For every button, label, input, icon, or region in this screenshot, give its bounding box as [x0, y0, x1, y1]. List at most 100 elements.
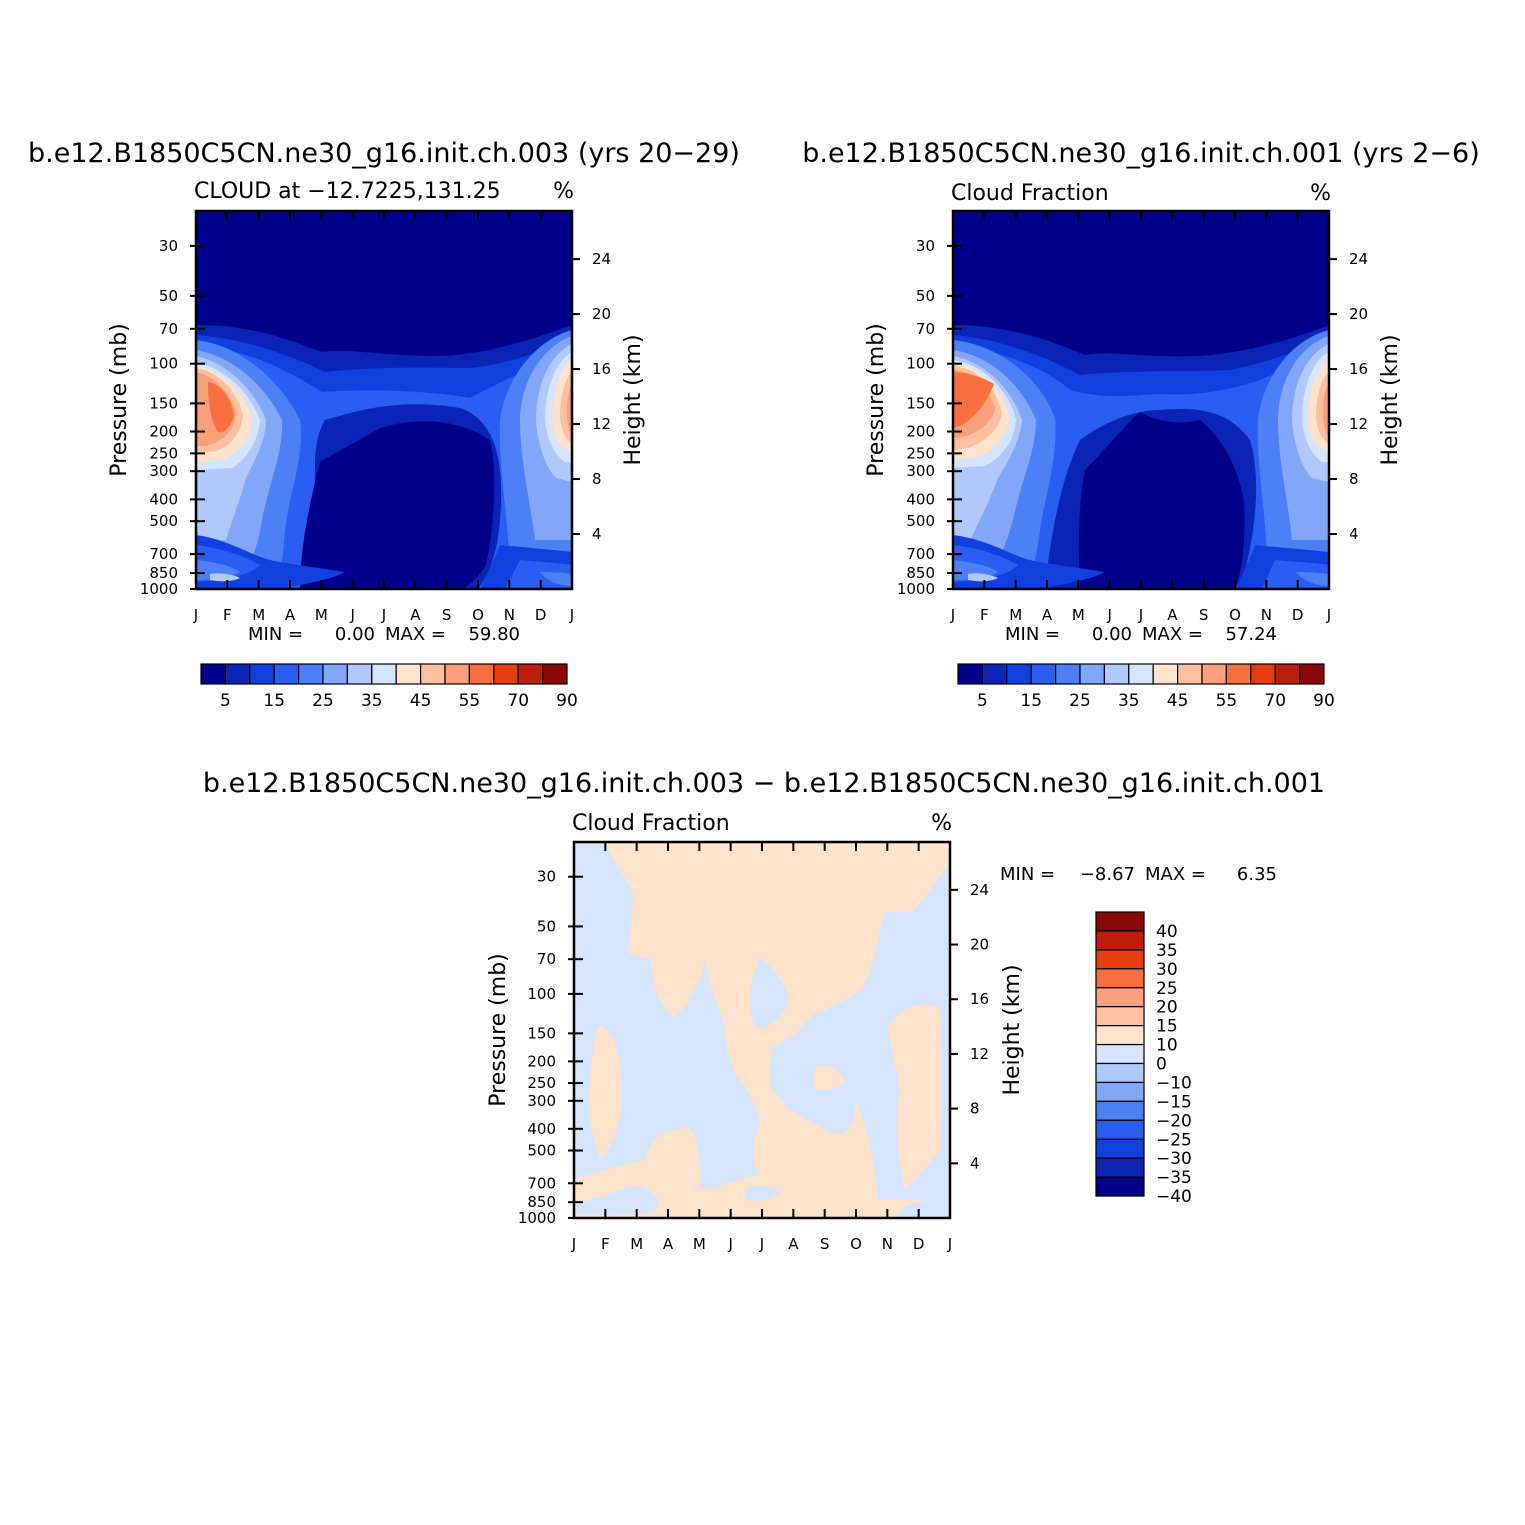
- x-tick-label: J: [1138, 606, 1143, 624]
- panel-a-field: [196, 211, 572, 589]
- colorbar-swatch: [273, 663, 300, 685]
- x-tick-label: J: [349, 606, 354, 624]
- x-tick-label: S: [442, 606, 452, 624]
- colorbar-label: −30: [1156, 1149, 1192, 1169]
- y-tick-label: 30: [916, 237, 935, 255]
- panel-a-min-label: MIN =: [248, 624, 303, 645]
- x-tick-label: S: [820, 1235, 830, 1253]
- colorbar-swatch: [1176, 663, 1203, 685]
- x-tick-label: M: [1009, 606, 1022, 624]
- x-tick-label: J: [193, 606, 198, 624]
- panel-b-title: b.e12.B1850C5CN.ne30_g16.init.ch.001 (yr…: [802, 138, 1480, 169]
- y2-tick-label: 16: [1349, 360, 1368, 378]
- x-tick-label: S: [1199, 606, 1209, 624]
- panel-c-title: b.e12.B1850C5CN.ne30_g16.init.ch.003 − b…: [203, 768, 1325, 799]
- x-tick-label: O: [472, 606, 484, 624]
- panel-b-ylabel: Pressure (mb): [864, 323, 889, 477]
- x-tick-label: D: [913, 1235, 925, 1253]
- x-tick-label: N: [504, 606, 515, 624]
- colorbar-swatch: [1095, 1043, 1145, 1065]
- panel-c-max-value: 6.35: [1237, 864, 1277, 885]
- y-tick-label: 250: [149, 444, 178, 462]
- colorbar-label: 45: [410, 691, 432, 711]
- y-tick-label: 150: [906, 394, 935, 412]
- y-tick-label: 700: [149, 545, 178, 563]
- panel-a-max-label: MAX =: [385, 624, 446, 645]
- panel-c-left-label: Cloud Fraction: [572, 811, 730, 836]
- y-tick-label: 200: [527, 1052, 556, 1070]
- y2-tick-label: 4: [1349, 525, 1359, 543]
- panel-b-max-label: MAX =: [1142, 624, 1203, 645]
- panel-a-y2label: Height (km): [621, 334, 646, 465]
- x-tick-label: J: [381, 606, 386, 624]
- x-tick-label: O: [850, 1235, 862, 1253]
- colorbar-swatch: [1095, 1081, 1145, 1102]
- y-tick-label: 500: [527, 1142, 556, 1160]
- x-tick-label: A: [410, 606, 421, 624]
- x-tick-label: J: [727, 1235, 732, 1253]
- y-tick-label: 150: [527, 1024, 556, 1042]
- colorbar-label: 90: [556, 691, 578, 711]
- y-tick-label: 700: [906, 545, 935, 563]
- y-tick-label: 200: [149, 423, 178, 441]
- y-tick-label: 300: [906, 462, 935, 480]
- y-tick-label: 50: [537, 917, 556, 935]
- y-tick-label: 500: [149, 512, 178, 530]
- colorbar-swatch: [1298, 663, 1325, 685]
- colorbar-label: −25: [1156, 1130, 1192, 1150]
- y2-tick-label: 4: [592, 525, 602, 543]
- panel-b: b.e12.B1850C5CN.ne30_g16.init.ch.001 (yr…: [802, 138, 1480, 711]
- y-tick-label: 300: [149, 462, 178, 480]
- panel-c-min-label: MIN =: [1000, 864, 1055, 885]
- y-tick-label: 70: [916, 320, 935, 338]
- colorbar-label: 10: [1156, 1036, 1178, 1056]
- y2-tick-label: 20: [970, 936, 989, 954]
- y-tick-label: 100: [906, 355, 935, 373]
- panel-a-ylabel: Pressure (mb): [107, 323, 132, 477]
- colorbar-swatch: [1054, 663, 1081, 685]
- y-tick-label: 850: [527, 1193, 556, 1211]
- y-tick-label: 30: [537, 868, 556, 886]
- colorbar-swatch: [444, 663, 470, 685]
- colorbar-swatch: [981, 663, 1008, 685]
- colorbar-label: 55: [1216, 691, 1238, 711]
- x-tick-label: J: [569, 606, 574, 624]
- colorbar-swatch: [395, 663, 422, 685]
- colorbar-swatch: [468, 663, 495, 685]
- colorbar-swatch: [1095, 1157, 1145, 1178]
- colorbar-swatch: [371, 663, 397, 685]
- y2-tick-label: 12: [592, 415, 611, 433]
- colorbar-swatch: [249, 663, 275, 685]
- colorbar-swatch: [346, 663, 373, 685]
- y-tick-label: 850: [149, 564, 178, 582]
- y-tick-label: 70: [159, 320, 178, 338]
- panel-b-field: [953, 211, 1329, 589]
- y-tick-label: 1000: [897, 580, 935, 598]
- y-tick-label: 250: [906, 444, 935, 462]
- x-tick-label: J: [947, 1235, 952, 1253]
- y2-tick-label: 12: [970, 1045, 989, 1063]
- y2-tick-label: 8: [1349, 470, 1359, 488]
- y-tick-label: 1000: [140, 580, 178, 598]
- panel-b-min-value: 0.00: [1092, 624, 1132, 645]
- x-tick-label: A: [788, 1235, 799, 1253]
- x-tick-label: M: [693, 1235, 706, 1253]
- panel-b-min-label: MIN =: [1005, 624, 1060, 645]
- y-tick-label: 70: [537, 950, 556, 968]
- panel-c-max-label: MAX =: [1145, 864, 1206, 885]
- x-tick-label: F: [980, 606, 989, 624]
- colorbar-swatch: [1095, 1100, 1145, 1121]
- y-tick-label: 50: [916, 287, 935, 305]
- x-tick-label: N: [882, 1235, 893, 1253]
- colorbar-swatch: [1128, 663, 1154, 685]
- colorbar-label: −20: [1156, 1111, 1192, 1131]
- y-tick-label: 100: [149, 355, 178, 373]
- colorbar-label: 55: [459, 691, 481, 711]
- colorbar-label: −35: [1156, 1168, 1192, 1188]
- colorbar-label: −40: [1156, 1187, 1192, 1207]
- x-tick-label: A: [285, 606, 296, 624]
- panel-c-field: [574, 842, 950, 1218]
- x-tick-label: J: [1326, 606, 1331, 624]
